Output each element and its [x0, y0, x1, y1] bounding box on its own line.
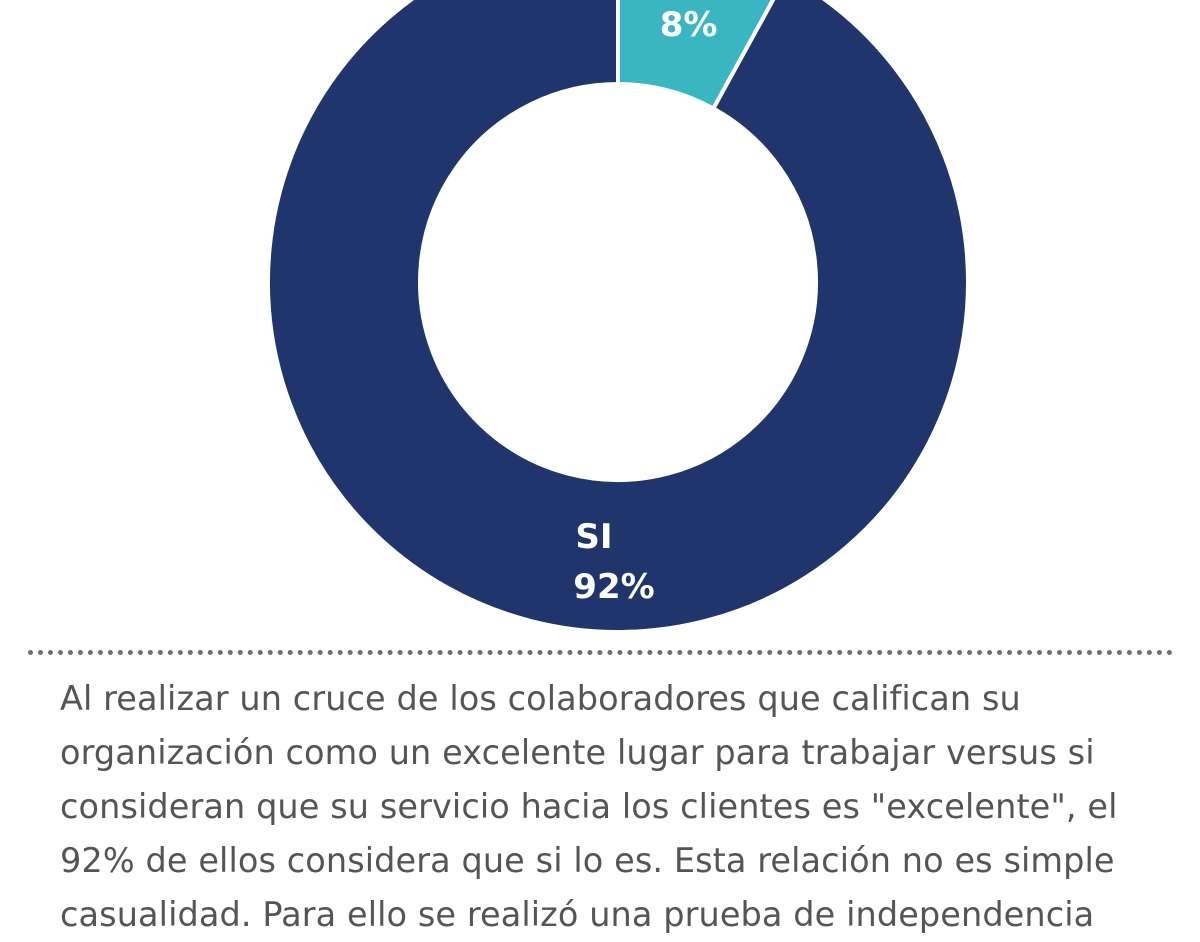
dotted-divider — [28, 650, 1173, 655]
donut-slices — [266, 0, 970, 634]
donut-labels: 8% SI 92% — [573, 5, 717, 607]
donut-chart: 8% SI 92% — [266, 0, 970, 634]
slice-value-label: 92% — [573, 567, 654, 607]
slice-si — [266, 0, 970, 634]
slice-value-8 — [616, 0, 776, 111]
slice-value-label: 8% — [660, 5, 718, 45]
slice-category-label: SI — [575, 517, 612, 557]
article-paragraph: Al realizar un cruce de los colaboradore… — [60, 679, 1118, 934]
